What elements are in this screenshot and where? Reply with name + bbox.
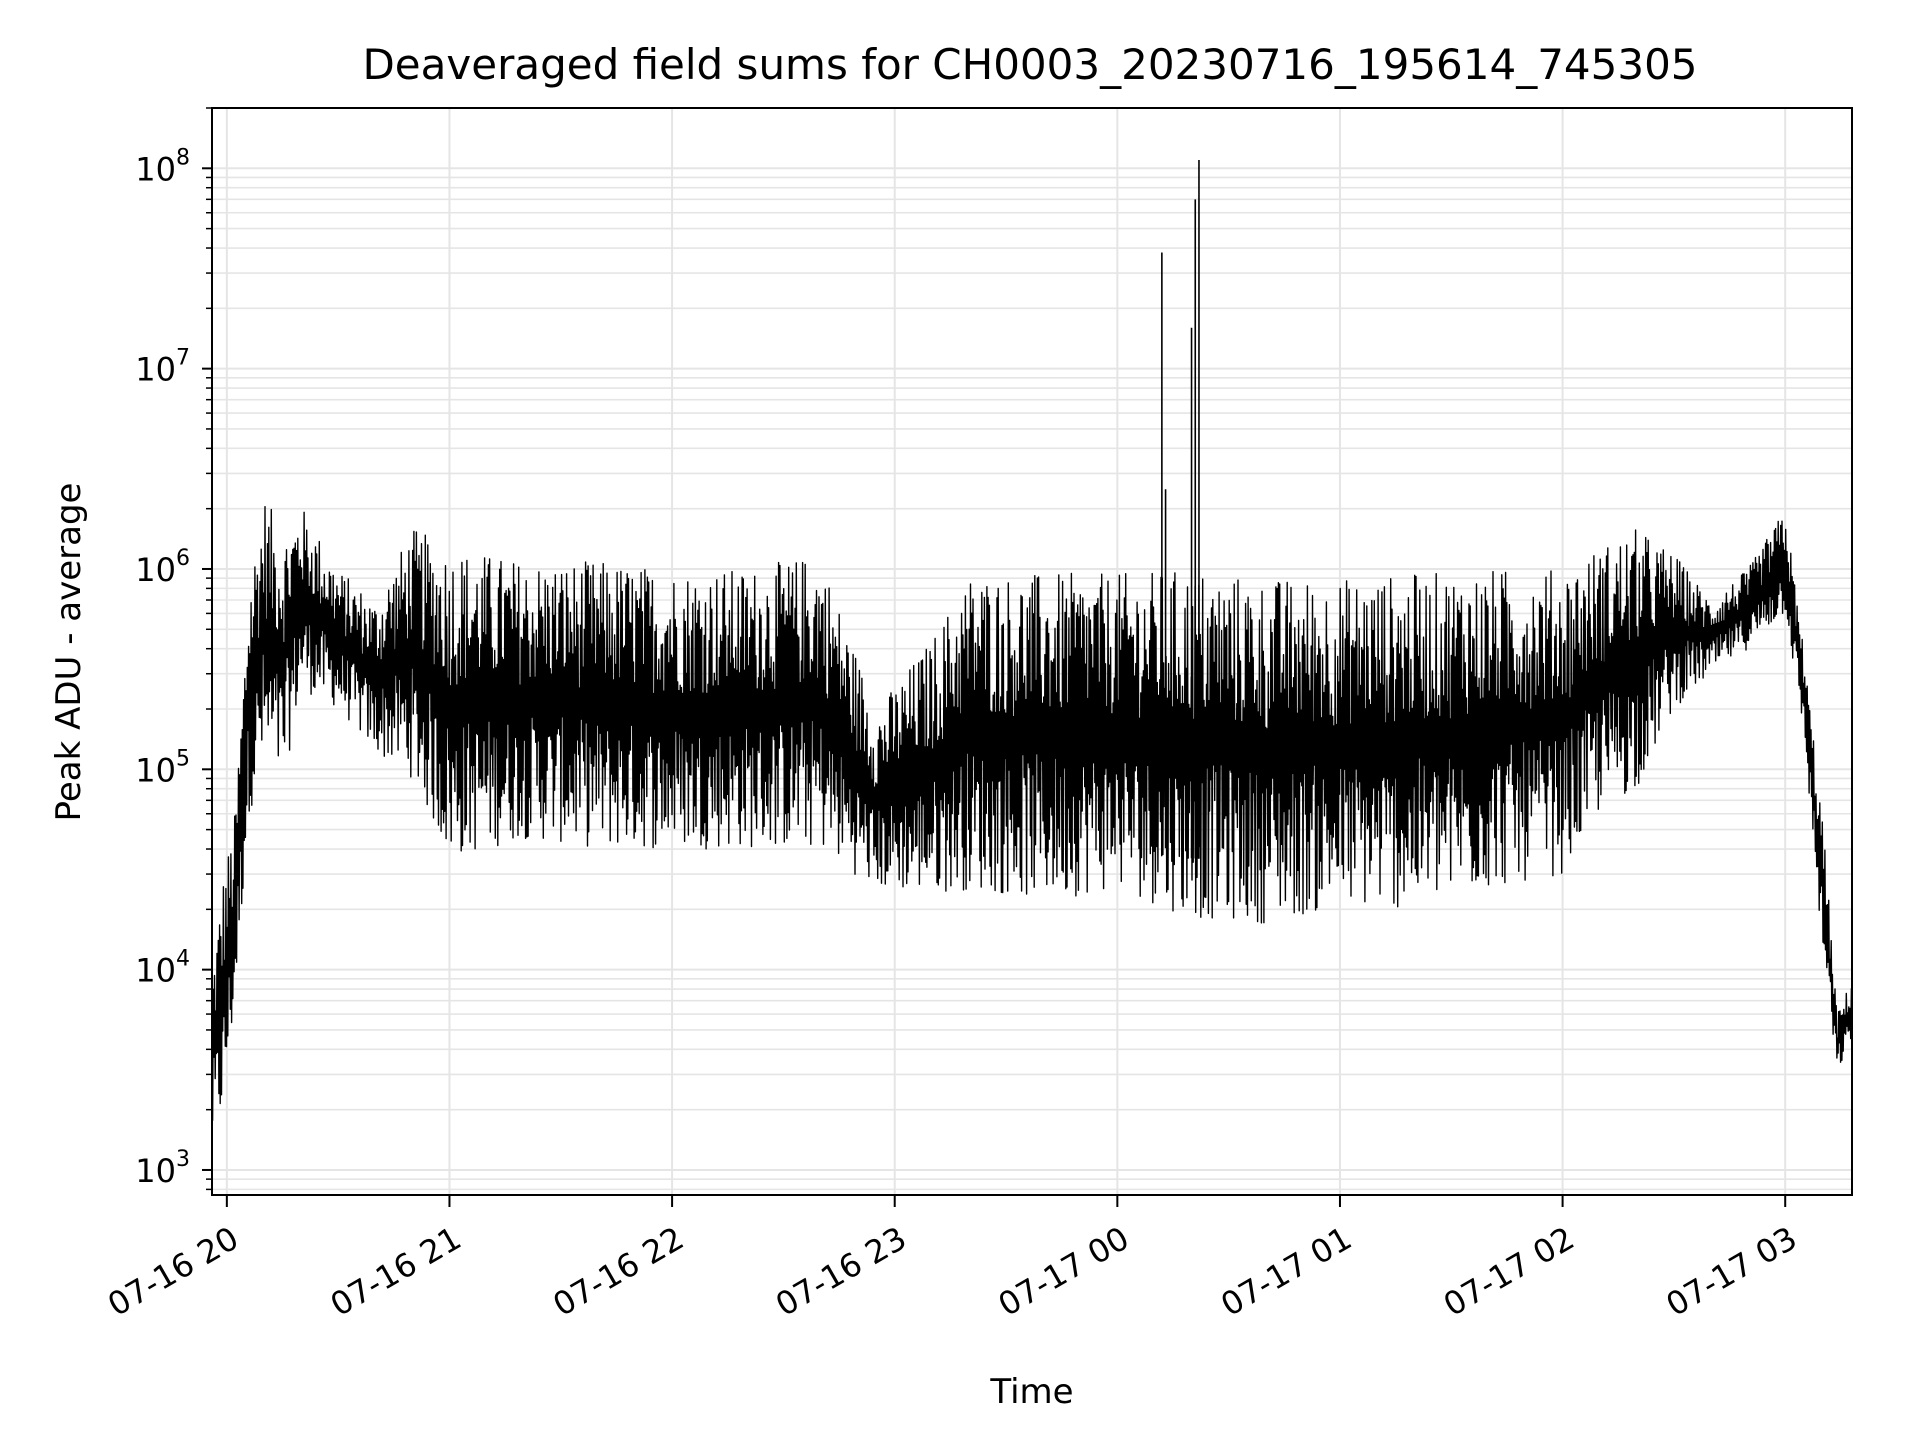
y-tick-label: 108 — [135, 145, 190, 188]
y-tick-label: 103 — [135, 1147, 190, 1190]
chart-title: Deaveraged field sums for CH0003_2023071… — [362, 40, 1697, 89]
series-layer — [211, 160, 1853, 1122]
y-tick-label: 105 — [135, 746, 190, 789]
x-axis-label: Time — [989, 1372, 1073, 1412]
plot-area-frame — [211, 107, 1853, 1196]
y-axis: 103 104 105 106 107 108 — [135, 107, 212, 1191]
y-tick-label: 104 — [135, 947, 190, 990]
y-tick-label: 107 — [135, 346, 190, 389]
series-line — [211, 506, 1853, 1122]
y-tick-label: 106 — [135, 546, 190, 589]
y-axis-label: Peak ADU - average — [49, 483, 89, 822]
